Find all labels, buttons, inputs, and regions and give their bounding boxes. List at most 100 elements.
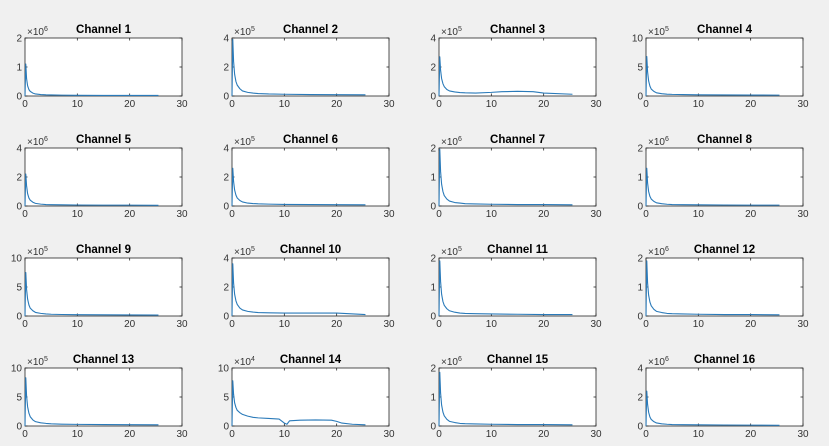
y-tick-label: 2 — [430, 364, 436, 375]
x-tick-label: 30 — [176, 99, 188, 110]
axes-frame — [231, 147, 390, 207]
x-tick-label: 30 — [590, 99, 602, 110]
y-multiplier-base: ×10 — [27, 247, 44, 258]
y-multiplier-exponent: 5 — [44, 246, 48, 253]
x-tick-label: 30 — [176, 319, 188, 330]
y-tick-label: 1 — [430, 173, 436, 184]
y-tick-label: 1 — [430, 283, 436, 294]
series-line — [24, 377, 159, 427]
series-line — [231, 263, 366, 317]
subplot-title: Channel 3 — [490, 24, 545, 36]
y-multiplier-base: ×10 — [27, 137, 44, 148]
series-line — [645, 260, 780, 317]
axes-frame — [645, 147, 804, 207]
subplot-title: Channel 7 — [490, 134, 545, 146]
x-tick-label: 20 — [745, 429, 757, 440]
y-tick-label: 4 — [223, 144, 229, 155]
y-multiplier: ×105 — [27, 356, 48, 368]
y-tick-label: 5 — [16, 393, 22, 404]
x-tick-label: 0 — [436, 209, 442, 220]
x-tick-label: 30 — [590, 209, 602, 220]
x-tick-label: 20 — [745, 319, 757, 330]
y-multiplier-exponent: 6 — [458, 356, 462, 363]
y-tick-label: 0 — [16, 422, 22, 433]
y-multiplier-exponent: 5 — [251, 26, 255, 33]
y-tick-label: 5 — [223, 393, 229, 404]
subplot-channel-14: Channel 14 ×104 0 10 20 30 0 5 10 — [218, 354, 395, 440]
y-multiplier-exponent: 5 — [251, 246, 255, 253]
subplot-title: Channel 8 — [697, 134, 753, 146]
series-line — [438, 260, 573, 317]
y-multiplier-exponent: 4 — [251, 356, 255, 363]
y-tick-label: 0 — [637, 312, 643, 323]
x-tick-label: 10 — [279, 319, 291, 330]
subplot-title: Channel 15 — [487, 354, 549, 366]
y-tick-label: 2 — [637, 144, 643, 155]
y-multiplier-base: ×10 — [648, 137, 665, 148]
series-line — [438, 148, 573, 207]
y-tick-label: 2 — [223, 173, 229, 184]
x-tick-label: 10 — [693, 429, 705, 440]
x-tick-label: 20 — [124, 209, 136, 220]
x-tick-label: 20 — [538, 319, 550, 330]
x-tick-label: 20 — [331, 209, 343, 220]
x-tick-label: 30 — [176, 209, 188, 220]
y-tick-label: 5 — [637, 63, 643, 74]
subplot-title: Channel 1 — [76, 24, 132, 36]
series-line — [645, 390, 780, 427]
y-tick-label: 2 — [430, 144, 436, 155]
y-multiplier: ×106 — [648, 356, 669, 368]
x-tick-label: 30 — [176, 429, 188, 440]
axes-frame — [438, 257, 597, 317]
y-tick-label: 2 — [223, 63, 229, 74]
y-multiplier: ×105 — [234, 246, 255, 258]
y-multiplier-base: ×10 — [27, 357, 44, 368]
subplot-title: Channel 12 — [694, 244, 755, 256]
axes-frame — [24, 367, 183, 427]
y-multiplier-base: ×10 — [441, 357, 458, 368]
y-tick-label: 2 — [637, 393, 643, 404]
subplot-channel-12: Channel 12 ×106 0 10 20 30 0 1 2 — [637, 244, 809, 330]
y-multiplier-base: ×10 — [441, 27, 458, 38]
y-tick-label: 0 — [637, 202, 643, 213]
y-multiplier-base: ×10 — [441, 247, 458, 258]
y-multiplier-base: ×10 — [648, 27, 665, 38]
y-multiplier: ×105 — [234, 136, 255, 148]
y-multiplier-exponent: 5 — [251, 136, 255, 143]
axes-frame — [231, 257, 390, 317]
y-tick-label: 0 — [637, 422, 643, 433]
y-multiplier-exponent: 5 — [458, 246, 462, 253]
y-multiplier: ×106 — [27, 26, 48, 38]
axes-frame — [24, 37, 183, 97]
y-multiplier-base: ×10 — [441, 137, 458, 148]
axes-frame — [645, 37, 804, 97]
axes-frame — [438, 37, 597, 97]
y-tick-label: 2 — [16, 173, 22, 184]
axes-frame — [645, 257, 804, 317]
y-multiplier: ×105 — [648, 26, 669, 38]
series-line — [645, 56, 780, 97]
x-tick-label: 30 — [797, 99, 809, 110]
y-multiplier-exponent: 6 — [458, 136, 462, 143]
x-tick-label: 20 — [538, 429, 550, 440]
y-tick-label: 4 — [430, 34, 436, 45]
y-tick-label: 0 — [223, 202, 229, 213]
x-tick-label: 10 — [486, 429, 498, 440]
y-multiplier: ×106 — [648, 246, 669, 258]
x-tick-label: 0 — [436, 319, 442, 330]
x-tick-label: 20 — [331, 319, 343, 330]
series-line — [24, 63, 159, 97]
y-multiplier: ×106 — [441, 136, 462, 148]
y-tick-label: 1 — [16, 63, 22, 74]
series-line — [231, 380, 366, 427]
subplot-title: Channel 16 — [694, 354, 755, 366]
x-tick-label: 20 — [538, 99, 550, 110]
x-tick-label: 10 — [486, 99, 498, 110]
y-tick-label: 10 — [11, 254, 23, 265]
x-tick-label: 30 — [797, 319, 809, 330]
y-multiplier-base: ×10 — [234, 27, 251, 38]
x-tick-label: 10 — [72, 209, 84, 220]
y-tick-label: 4 — [16, 144, 22, 155]
